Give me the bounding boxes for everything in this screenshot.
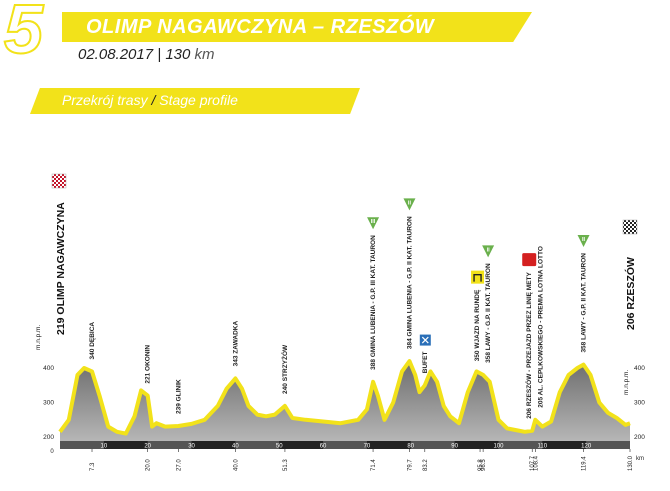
y-tick-label-right: 400 — [634, 365, 645, 372]
x-tick-label: 30 — [188, 444, 195, 450]
climb-category-label: II — [408, 200, 412, 206]
point-km-label: 96.5 — [481, 459, 487, 471]
climb-category-label: III — [371, 219, 376, 225]
point-label: 340 DĘBICA — [89, 322, 96, 360]
km-ruler-segment — [410, 441, 455, 449]
point-label: 221 OKONIN — [145, 345, 152, 384]
x-tick-label: 20 — [144, 444, 151, 450]
x-axis-unit: km — [636, 456, 644, 462]
point-km-label: 95.8 — [478, 459, 484, 471]
stage-subline: 02.08.2017 | 130 km — [78, 46, 215, 63]
x-tick-label: 100 — [493, 444, 504, 450]
y-tick-label: 400 — [43, 365, 54, 372]
point-km-label: 71.4 — [371, 459, 377, 471]
climb-marker-icon — [403, 198, 416, 211]
intermediate-sprint-icon — [522, 253, 537, 267]
km-ruler: 0 10 20 30 40 50 60 70 80 90 100 110 120 — [50, 441, 630, 455]
profile-heading-slash: / — [151, 92, 156, 108]
point-km-label: 79.7 — [407, 459, 413, 471]
finish-flag-icon — [622, 219, 638, 235]
point-km-label: 20.0 — [146, 459, 152, 471]
point-label: 206 RZESZÓW - PRZEJAZD PRZEZ LINIĘ METY — [524, 272, 533, 419]
x-tick-label: 10 — [101, 444, 108, 450]
x-tick-label: 70 — [364, 444, 371, 450]
markers-layer: 219 OLIMP NAGAWCZYNA 206 RZESZÓW 7.3 340 DĘ… — [51, 173, 638, 471]
climb-category-label: II — [487, 247, 491, 253]
point-label: 358 LAWY - G.P. II KAT. TAURON — [581, 253, 588, 353]
stage-distance: 130 — [165, 46, 191, 63]
point-label: 384 GMINA LUBENIA - G.P. II KAT. TAURON — [406, 216, 413, 349]
km-ruler-segment — [60, 441, 104, 449]
finish-city-label: 206 RZESZÓW — [624, 257, 637, 330]
profile-line — [58, 359, 631, 436]
point-label: 350 WJAZD NA RUNDĘ — [474, 289, 481, 361]
x-tick-label: 40 — [232, 444, 239, 450]
title-band — [62, 12, 532, 42]
start-city-label: 219 OLIMP NAGAWCZYNA — [55, 202, 67, 335]
point-label: 240 STRZYŻÓW — [280, 344, 289, 394]
point-km-label: 7.3 — [90, 462, 96, 471]
x-tick-label: 90 — [451, 444, 458, 450]
stage-title: OLIMP NAGAWCZYNA – RZESZÓW — [86, 16, 435, 38]
point-km-label: 40.0 — [233, 459, 239, 471]
point-km-label: 107.7 — [530, 455, 536, 471]
point-km-label: 27.0 — [176, 459, 182, 471]
y-tick-label-right: 300 — [634, 400, 645, 407]
stage-date: 02.08.2017 — [78, 46, 154, 63]
stage-number: 5 — [3, 0, 44, 68]
y-tick-label-right: 200 — [634, 434, 645, 441]
x-tick-label: 50 — [276, 444, 283, 450]
x-tick-label: 60 — [320, 444, 327, 450]
terrain-layer — [58, 359, 631, 442]
climb-marker-icon — [482, 245, 495, 258]
point-label: 343 ZAWADKA — [232, 321, 239, 367]
climb-marker-icon — [577, 234, 590, 247]
point-km-label: 83.2 — [423, 459, 429, 471]
lap-entry-arrow-icon — [473, 273, 482, 282]
point-label: 239 GLINIK — [175, 379, 182, 414]
point-km-label: 51.3 — [283, 459, 289, 471]
climb-marker-icon — [367, 217, 380, 230]
date-separator: | — [157, 46, 162, 63]
point-label: 388 GMINA LUBENIA - G.P. III KAT. TAURON — [370, 235, 377, 370]
y-axis-unit-right: m.n.p.m. — [623, 370, 630, 395]
km-ruler-segment — [235, 441, 280, 449]
point-label: 205 AL. CEPLKOWSKIEGO - PREMIA LOTNA LOT… — [537, 246, 544, 408]
km-ruler-segment — [498, 441, 543, 449]
x-tick-label: 110 — [538, 444, 548, 450]
km-ruler-segment — [586, 441, 630, 449]
feed-zone-cross-icon — [421, 336, 429, 344]
x-tick-label: 120 — [581, 444, 592, 450]
point-km-label: 108.4 — [533, 455, 539, 471]
x-tick-label: 80 — [407, 444, 414, 450]
km-ruler-segment — [147, 441, 192, 449]
lap-entry-icon — [471, 270, 485, 284]
y-tick-label: 200 — [43, 434, 54, 441]
profile-heading-pl: Przekrój trasy — [62, 92, 148, 108]
start-flag-icon — [51, 173, 67, 189]
profile-heading: Przekrój trasy / Stage profile — [62, 92, 238, 108]
y-tick-label: 300 — [43, 400, 54, 407]
distance-unit: km — [194, 46, 215, 63]
point-label: BUFET — [422, 352, 429, 374]
profile-band — [30, 88, 360, 114]
point-km-label: 119.4 — [582, 456, 588, 471]
x-tick-label: 0 — [50, 449, 54, 455]
point-km-label: 130.0 — [628, 455, 634, 471]
km-ruler-segment — [323, 441, 367, 449]
stage-header: 5 OLIMP NAGAWCZYNA – RZESZÓW 02.08.2017 … — [0, 0, 670, 114]
profile-heading-en: Stage profile — [159, 92, 238, 108]
point-label: 358 LAWY - G.P. II KAT. TAURON — [485, 263, 492, 363]
climb-category-label: II — [582, 237, 586, 243]
y-axis-unit: m.n.p.m. — [35, 325, 42, 350]
